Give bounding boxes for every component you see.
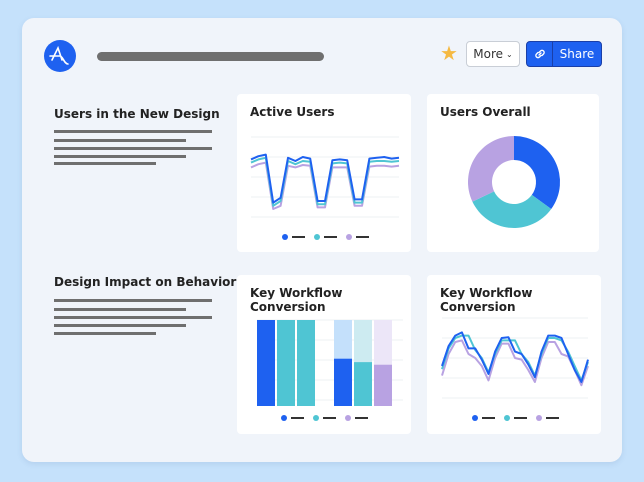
bar [277, 320, 295, 406]
more-label: More [473, 47, 504, 61]
chevron-down-icon: ⌄ [506, 49, 513, 59]
card-key-workflow-line[interactable]: Key Workflow Conversion [427, 275, 601, 434]
key-workflow-line-chart [441, 317, 589, 421]
legend-dot [282, 234, 288, 240]
card-title: Active Users [250, 105, 335, 119]
link-icon[interactable] [527, 42, 553, 66]
section-title: Design Impact on Behavior [54, 275, 237, 289]
more-button[interactable]: More ⌄ [466, 41, 520, 67]
users-overall-chart [468, 136, 560, 228]
section-title: Users in the New Design [54, 107, 220, 121]
bar [374, 364, 392, 406]
bar [297, 320, 315, 406]
card-key-workflow-bar[interactable]: Key Workflow Conversion [237, 275, 411, 434]
card-title: Key Workflow Conversion [440, 286, 533, 314]
donut-slice [468, 136, 514, 202]
legend-dot [281, 415, 287, 421]
legend-dot [346, 234, 352, 240]
legend-dot [536, 415, 542, 421]
legend-dot [314, 234, 320, 240]
share-button[interactable]: Share [526, 41, 602, 67]
card-users-overall[interactable]: Users Overall [427, 94, 599, 252]
key-workflow-bar-chart [257, 319, 403, 421]
series-line [250, 153, 400, 204]
active-users-chart [250, 136, 400, 240]
bar [354, 362, 372, 406]
share-label: Share [559, 47, 595, 61]
legend-dot [313, 415, 319, 421]
series-line [441, 339, 589, 387]
dashboard-title-placeholder [97, 52, 324, 61]
donut-slice [514, 136, 560, 210]
card-title: Users Overall [440, 105, 531, 119]
series-line [250, 156, 400, 207]
legend-dot [345, 415, 351, 421]
card-active-users[interactable]: Active Users [237, 94, 411, 252]
series-line [250, 161, 400, 210]
amplitude-logo[interactable] [44, 40, 76, 72]
bar [257, 320, 275, 406]
legend-dot [472, 415, 478, 421]
legend-dot [504, 415, 510, 421]
star-icon[interactable]: ★ [440, 41, 458, 65]
series-line [441, 331, 589, 383]
donut-slice [472, 191, 552, 228]
card-title: Key Workflow Conversion [250, 286, 343, 314]
bar [334, 358, 352, 406]
